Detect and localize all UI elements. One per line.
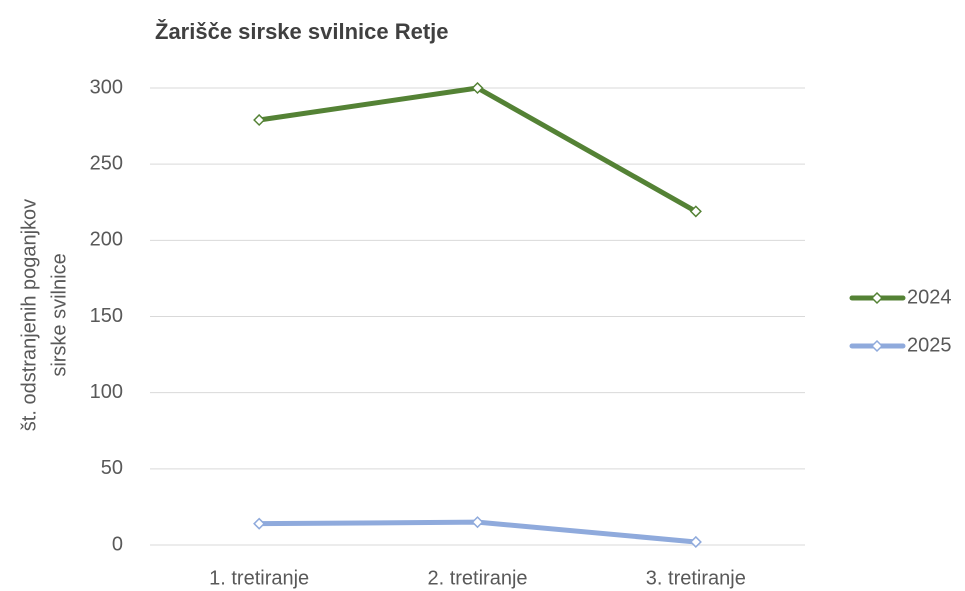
data-point [253,517,266,530]
y-tick-label: 200 [90,229,123,251]
chart-title: Žarišče sirske svilnice Retje [155,19,449,44]
x-tick-label: 3. tretiranje [646,567,746,589]
y-axis-label: sirske svilnice [48,253,70,376]
data-point [689,205,702,218]
y-tick-label: 250 [90,152,123,174]
data-point [689,535,702,549]
x-tick-label: 1. tretiranje [209,567,309,589]
legend-marker [870,339,884,353]
y-tick-label: 50 [101,457,123,479]
legend-label: 2024 [907,286,952,308]
data-point [471,81,484,95]
y-tick-label: 0 [112,533,123,555]
data-point [253,113,266,127]
legend-marker [870,291,884,305]
y-axis-label: št. odstranjenih poganjkov [18,199,40,431]
data-point [471,516,484,529]
y-tick-label: 150 [90,305,123,327]
y-tick-label: 300 [90,76,123,98]
x-tick-label: 2. tretiranje [427,567,527,589]
legend-label: 2025 [907,334,952,356]
data-line [256,85,699,214]
y-tick-label: 100 [90,381,123,403]
